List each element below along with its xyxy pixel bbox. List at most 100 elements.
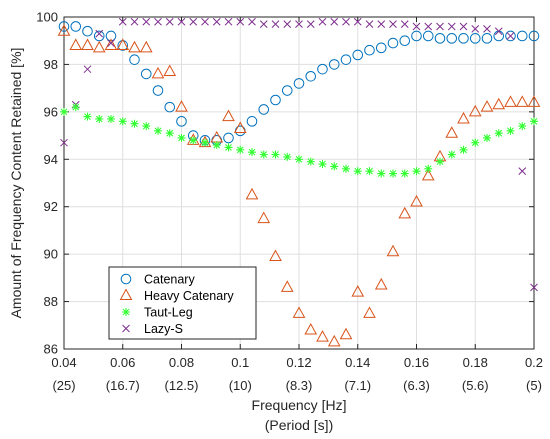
data-point — [480, 100, 494, 112]
data-point — [481, 33, 493, 44]
data-point — [117, 40, 129, 51]
data-point — [494, 27, 503, 36]
legend-entry: Taut-Leg — [122, 306, 193, 320]
data-point — [212, 141, 221, 150]
data-point — [505, 30, 516, 42]
data-point — [471, 25, 480, 33]
data-point — [458, 33, 469, 44]
data-point — [447, 22, 456, 31]
data-point — [163, 64, 177, 77]
legend-marker — [119, 288, 133, 300]
data-point — [471, 138, 480, 147]
data-point — [175, 100, 188, 112]
data-point — [353, 167, 362, 176]
data-point — [387, 37, 399, 49]
data-point — [83, 65, 92, 74]
data-point — [365, 20, 374, 28]
series-lazy-s — [60, 17, 538, 292]
data-point — [386, 244, 400, 257]
data-point — [60, 107, 68, 116]
data-point — [140, 68, 152, 80]
y-tick-label: 86 — [44, 342, 58, 357]
data-point — [399, 35, 411, 47]
data-point — [424, 164, 433, 173]
data-point — [104, 38, 118, 50]
data-point — [412, 167, 421, 176]
data-point — [364, 44, 375, 56]
series-taut-leg — [60, 103, 538, 178]
data-point — [492, 97, 506, 110]
x-tick-label: 0.18 — [463, 355, 488, 370]
data-point — [223, 132, 234, 144]
data-point — [411, 30, 422, 42]
y-tick-label: 92 — [44, 199, 58, 214]
data-point — [95, 114, 104, 123]
data-point — [304, 322, 318, 335]
data-point — [374, 277, 388, 290]
data-point — [305, 70, 317, 82]
data-point — [177, 17, 186, 26]
x-tick-period-label: (5) — [526, 378, 542, 393]
data-point — [398, 206, 412, 219]
x-axis-title: Frequency [Hz] — [252, 397, 347, 413]
x-tick-period-label: (25) — [52, 378, 75, 393]
data-point — [283, 20, 292, 28]
data-marks — [57, 17, 541, 347]
data-point — [400, 169, 409, 178]
data-point — [483, 133, 491, 142]
x-tick-label: 0.08 — [169, 355, 194, 370]
x-tick-label: 0.12 — [286, 355, 311, 370]
legend-marker — [122, 308, 130, 316]
data-point — [224, 17, 233, 26]
data-point — [281, 85, 293, 96]
x-tick-label: 0.16 — [404, 355, 429, 370]
data-point — [377, 20, 386, 28]
data-point — [139, 40, 153, 53]
data-point — [116, 38, 130, 50]
data-point — [327, 334, 341, 347]
data-point — [342, 17, 350, 26]
data-point — [236, 17, 245, 26]
x-tick-period-label: (5.6) — [462, 378, 489, 393]
data-point — [176, 116, 187, 127]
data-point — [317, 63, 328, 75]
data-point — [271, 20, 280, 28]
y-tick-label: 98 — [44, 57, 58, 72]
data-point — [95, 29, 104, 38]
legend-marker — [122, 324, 130, 333]
data-point — [236, 145, 245, 154]
data-point — [280, 280, 294, 292]
data-point — [342, 164, 350, 173]
data-point — [494, 129, 503, 138]
data-point — [271, 150, 280, 159]
data-point — [400, 20, 409, 28]
x-tick-period-label: (10) — [229, 378, 252, 393]
data-point — [468, 104, 482, 117]
data-point — [248, 148, 256, 157]
x-tick-period-label: (6.3) — [403, 378, 430, 393]
data-point — [189, 136, 198, 145]
data-point — [306, 20, 315, 28]
x-tick-label: 0.2 — [525, 355, 543, 370]
data-point — [270, 94, 281, 106]
data-point — [457, 111, 470, 124]
data-point — [424, 22, 433, 31]
data-point — [318, 17, 327, 26]
data-point — [318, 160, 327, 169]
data-point — [105, 30, 117, 42]
data-point — [528, 30, 540, 42]
data-point — [118, 17, 127, 26]
data-point — [365, 167, 374, 176]
data-point — [389, 169, 397, 178]
data-point — [130, 119, 139, 128]
data-point — [151, 66, 165, 79]
data-point — [316, 330, 329, 342]
data-point — [434, 33, 446, 44]
data-point — [446, 33, 458, 44]
data-point — [212, 17, 221, 26]
data-point — [154, 17, 162, 26]
data-point — [527, 95, 541, 107]
data-point — [257, 211, 271, 224]
data-point — [246, 116, 258, 127]
